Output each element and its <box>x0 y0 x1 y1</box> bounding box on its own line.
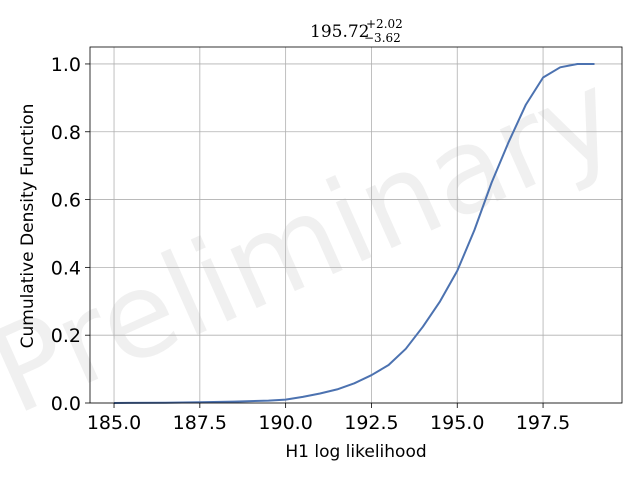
axis-ticks: 185.0 187.5 190.0 192.5 195.0 197.5 0.0 0.2 0.4 0… <box>51 54 570 434</box>
y-tick-label: 0.8 <box>51 122 81 144</box>
x-tick-label: 192.5 <box>344 412 398 434</box>
y-tick-label: 1.0 <box>51 54 81 76</box>
x-axis-label: H1 log likelihood <box>285 442 426 462</box>
title-main-value: 195.72 <box>310 22 369 42</box>
y-axis-label: Cumulative Density Function <box>18 104 38 349</box>
x-tick-label: 185.0 <box>87 412 141 434</box>
plot-frame <box>89 46 623 404</box>
plot-series <box>113 63 595 404</box>
x-tick-label: 187.5 <box>173 412 227 434</box>
x-tick-label: 190.0 <box>258 412 312 434</box>
watermark-text: Preliminary <box>0 44 636 441</box>
y-tick-label: 0.6 <box>51 190 81 212</box>
cdf-line <box>113 63 595 404</box>
title-lower-error: −3.62 <box>364 31 401 45</box>
y-tick-label: 0.2 <box>51 325 81 347</box>
chart-title: 195.72 +2.02 −3.62 <box>310 17 403 45</box>
x-tick-label: 195.0 <box>430 412 484 434</box>
y-tick-label: 0.0 <box>51 393 81 415</box>
y-tick-label: 0.4 <box>51 257 81 279</box>
x-tick-label: 197.5 <box>516 412 570 434</box>
title-upper-error: +2.02 <box>366 17 403 31</box>
